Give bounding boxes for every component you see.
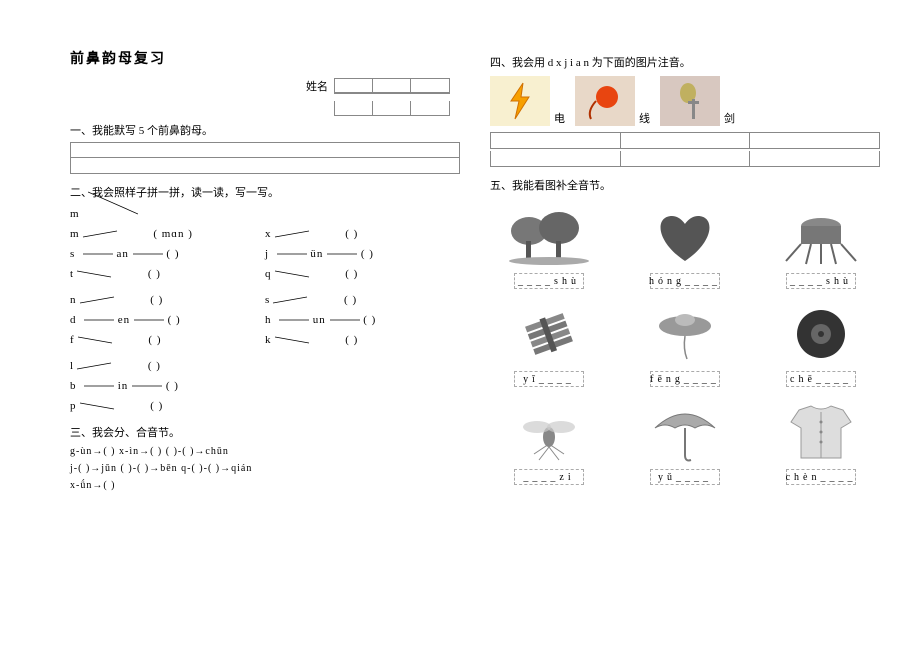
sec5-label-6: chē____ (786, 371, 856, 387)
sec4-label-3: 剑 (724, 110, 735, 126)
sec5-item-4: yī____ (490, 299, 608, 387)
vowel: an (117, 248, 129, 260)
sec4-image-row: 电 线 剑 (490, 76, 880, 126)
blank: ( ) (345, 334, 358, 346)
sec5-item-2: hóng____ (626, 201, 744, 289)
vowel: ün (310, 248, 323, 260)
sec5-label-5: fēng____ (650, 371, 720, 387)
sec5-item-8: yǔ____ (626, 397, 744, 485)
sec5-item-9: chèn____ (762, 397, 880, 485)
name-row: 姓名 (70, 78, 460, 94)
blank: ( ) (363, 314, 376, 326)
answer-box-1a (70, 142, 460, 158)
name-grid-row2 (334, 101, 450, 116)
name-grid (334, 78, 450, 94)
sec5-label-1: ____shù (514, 273, 584, 289)
blank: ( ) (345, 228, 358, 240)
sword-icon (660, 76, 720, 126)
section-5-heading: 五、我能看图补全音节。 (490, 177, 880, 193)
answer-box-1b (70, 158, 460, 174)
vowel: un (313, 314, 326, 326)
sec4-item-1: 电 (490, 76, 565, 126)
sec5-item-3: ____shù (762, 201, 880, 289)
sec5-item-5: fēng____ (626, 299, 744, 387)
left-column: 前鼻韵母复习 姓名 一、我能默写 5 个前鼻韵母。 二、我会照样子拼一拼，读一读… (70, 48, 460, 497)
sec5-item-6: chē____ (762, 299, 880, 387)
stump-icon (771, 201, 871, 271)
sec3-line-1: g-ùn→( ) x-ìn→( ) ( )-( )→chūn (70, 446, 460, 457)
example-answer: ( mɑn ) (153, 228, 193, 240)
sec5-label-9: chèn____ (786, 469, 856, 485)
blank: ( ) (148, 268, 161, 280)
trees-icon (499, 201, 599, 271)
sec5-label-7: ____zi (514, 469, 584, 485)
section-4-heading: 四、我会用 d x j i a n 为下面的图片注音。 (490, 54, 880, 70)
mosquito-icon (499, 397, 599, 467)
vowel: in (118, 380, 129, 392)
sec4-label-1: 电 (554, 110, 565, 126)
right-column: 四、我会用 d x j i a n 为下面的图片注音。 电 线 剑 (490, 48, 880, 497)
sec5-label-4: yī____ (514, 371, 584, 387)
blank: ( ) (148, 360, 161, 372)
sec5-label-2: hóng____ (650, 273, 720, 289)
name-label: 姓名 (306, 78, 328, 94)
sec3-line-3: x-ǘn→( ) (70, 480, 460, 491)
sec5-label-8: yǔ____ (650, 469, 720, 485)
bundle-icon (499, 299, 599, 369)
sec5-grid: ____shù hóng____ ____shù yī____ fēng____… (490, 201, 880, 485)
pinyin-group-an: m (70, 204, 460, 224)
shirt-icon (771, 397, 871, 467)
umbrella-icon (635, 397, 735, 467)
sec5-item-7: ____zi (490, 397, 608, 485)
sec4-item-2: 线 (575, 76, 650, 126)
sec4-item-3: 剑 (660, 76, 735, 126)
worksheet-page: 前鼻韵母复习 姓名 一、我能默写 5 个前鼻韵母。 二、我会照样子拼一拼，读一读… (0, 0, 920, 517)
wheel-icon (771, 299, 871, 369)
section-1-heading: 一、我能默写 5 个前鼻韵母。 (70, 122, 460, 138)
blank: ( ) (150, 294, 163, 306)
blank: ( ) (168, 314, 181, 326)
worksheet-title: 前鼻韵母复习 (70, 48, 460, 68)
blank: ( ) (166, 248, 179, 260)
heart-icon (635, 201, 735, 271)
sec5-label-3: ____shù (786, 273, 856, 289)
kite-icon (635, 299, 735, 369)
sec4-label-2: 线 (639, 110, 650, 126)
sec5-item-1: ____shù (490, 201, 608, 289)
letter: m (70, 208, 88, 220)
sec3-line-2: j-( )→jūn ( )-( )→bēn q-( )-( )→qián (70, 463, 460, 474)
lightning-icon (490, 76, 550, 126)
blank: ( ) (166, 380, 179, 392)
section-3-heading: 三、我会分、合音节。 (70, 424, 460, 440)
blank: ( ) (344, 294, 357, 306)
vowel: en (118, 314, 130, 326)
blank: ( ) (150, 400, 163, 412)
sec4-answer-row-1 (490, 132, 880, 149)
ball-icon (575, 76, 635, 126)
blank: ( ) (345, 268, 358, 280)
sec4-answer-row-2 (490, 151, 880, 167)
section-2-body: m ( mɑn ) x ( ) s an ( ) j ün ( ) t ( ) … (70, 224, 460, 416)
pinyin-row-1: m (70, 204, 460, 224)
blank: ( ) (148, 334, 161, 346)
blank: ( ) (361, 248, 374, 260)
